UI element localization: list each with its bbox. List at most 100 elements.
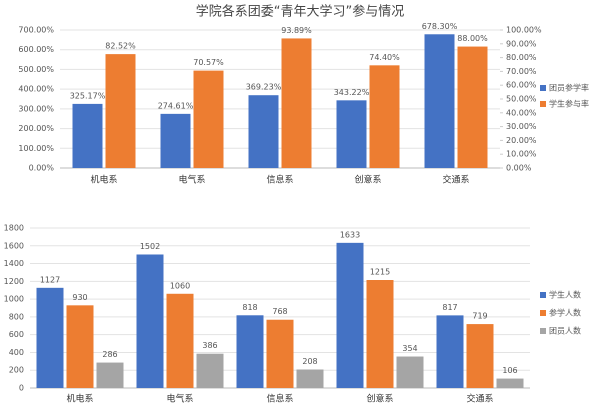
- x-tick-label: 电气系: [178, 174, 205, 186]
- legend-swatch: [540, 85, 546, 91]
- data-label: 208: [302, 357, 317, 366]
- data-label: 386: [202, 341, 217, 350]
- data-label: 343.22%: [334, 88, 370, 97]
- y-tick-label: 0.00%: [29, 164, 55, 173]
- data-label: 1215: [370, 268, 390, 277]
- bar: [396, 356, 424, 388]
- bar: [296, 369, 324, 388]
- chart-title: 学院各系团委“青年大学习”参与情况: [196, 4, 404, 20]
- legend-swatch: [540, 292, 546, 298]
- data-label: 274.61%: [158, 101, 194, 110]
- y-tick-label: 500.00%: [18, 65, 54, 74]
- data-label: 817: [442, 303, 457, 312]
- x-tick-label: 创意系: [354, 174, 381, 186]
- y-tick-label: 1600: [4, 241, 24, 250]
- bar: [160, 113, 191, 168]
- y2-tick-label: 70.00%: [506, 67, 537, 76]
- bar: [36, 287, 64, 388]
- x-tick-label: 机电系: [66, 393, 93, 405]
- data-label: 93.89%: [281, 26, 312, 35]
- bar: [236, 315, 264, 388]
- bar: [248, 95, 279, 168]
- bar: [336, 242, 364, 388]
- y-tick-label: 1400: [4, 259, 24, 268]
- data-label: 1633: [340, 230, 360, 239]
- legend-label: 参学人数: [549, 308, 581, 318]
- legend-swatch: [540, 328, 546, 334]
- data-label: 1127: [40, 275, 60, 284]
- y-tick-label: 200: [9, 366, 24, 375]
- y2-tick-label: 30.00%: [506, 122, 537, 131]
- x-tick-label: 电气系: [166, 393, 193, 405]
- y2-tick-label: 100.00%: [506, 26, 542, 35]
- x-tick-label: 信息系: [266, 174, 293, 186]
- y-tick-label: 1000: [4, 295, 24, 304]
- y-tick-label: 300.00%: [18, 104, 54, 113]
- bar: [96, 362, 124, 388]
- y-tick-label: 400: [9, 348, 24, 357]
- y2-tick-label: 80.00%: [506, 53, 537, 62]
- data-label: 678.30%: [422, 22, 458, 31]
- y-tick-label: 1800: [4, 224, 24, 233]
- data-label: 719: [472, 312, 487, 321]
- legend-label: 学生人数: [549, 290, 581, 300]
- bar: [66, 305, 94, 388]
- y-tick-label: 800: [9, 312, 24, 321]
- data-label: 325.17%: [70, 91, 106, 100]
- y2-tick-label: 0.00%: [506, 164, 532, 173]
- bar: [105, 54, 136, 168]
- y-tick-label: 100.00%: [18, 144, 54, 153]
- data-label: 354: [402, 344, 417, 353]
- bar: [281, 38, 312, 169]
- data-label: 1060: [170, 281, 190, 290]
- data-label: 818: [242, 303, 257, 312]
- data-label: 74.40%: [369, 53, 400, 62]
- data-label: 70.57%: [193, 58, 224, 67]
- x-tick-label: 交通系: [442, 174, 469, 186]
- legend-label: 团员参学率: [549, 83, 589, 93]
- legend-label: 学生参与率: [549, 99, 589, 109]
- x-tick-label: 信息系: [266, 393, 293, 405]
- x-tick-label: 交通系: [466, 393, 493, 405]
- y-tick-label: 1200: [4, 277, 24, 286]
- data-label: 106: [502, 366, 517, 375]
- bar: [196, 353, 224, 388]
- y-tick-label: 700.00%: [18, 26, 54, 35]
- y-tick-label: 400.00%: [18, 85, 54, 94]
- x-tick-label: 创意系: [366, 393, 393, 405]
- legend-label: 团员人数: [549, 326, 581, 336]
- legend-swatch: [540, 310, 546, 316]
- bar: [266, 319, 294, 388]
- bar: [496, 378, 524, 388]
- y2-tick-label: 40.00%: [506, 108, 537, 117]
- data-label: 369.23%: [246, 83, 282, 92]
- bar: [136, 254, 164, 388]
- data-label: 286: [102, 350, 117, 359]
- bar: [424, 34, 455, 168]
- bar: [193, 70, 224, 168]
- y2-tick-label: 90.00%: [506, 39, 537, 48]
- data-label: 82.52%: [105, 42, 136, 51]
- bar: [457, 46, 488, 169]
- y2-tick-label: 10.00%: [506, 150, 537, 159]
- data-label: 768: [272, 307, 287, 316]
- bar: [436, 315, 464, 388]
- x-tick-label: 机电系: [90, 174, 117, 186]
- y-tick-label: 200.00%: [18, 124, 54, 133]
- bar: [466, 324, 494, 388]
- y-tick-label: 0: [19, 384, 24, 393]
- bar: [369, 65, 400, 168]
- bar: [366, 280, 394, 388]
- y2-tick-label: 50.00%: [506, 95, 537, 104]
- y-tick-label: 600: [9, 330, 24, 339]
- bar: [72, 103, 103, 168]
- y2-tick-label: 20.00%: [506, 136, 537, 145]
- y-tick-label: 600.00%: [18, 45, 54, 54]
- bar: [166, 293, 194, 388]
- data-label: 930: [72, 293, 87, 302]
- bar: [336, 100, 367, 168]
- data-label: 1502: [140, 242, 160, 251]
- data-label: 88.00%: [457, 34, 488, 43]
- legend-swatch: [540, 101, 546, 107]
